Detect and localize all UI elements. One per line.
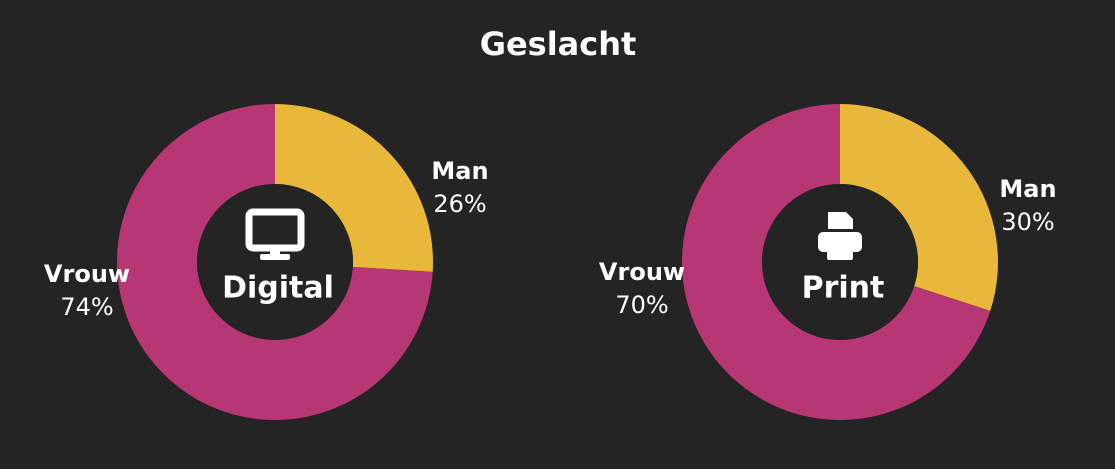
page-title: Geslacht [480,25,637,63]
slice-label: Man [431,157,488,185]
monitor-icon [245,208,305,260]
printer-paper [828,212,853,229]
donut-slice [682,104,991,420]
slice-label: Vrouw [44,260,130,288]
center-label: Digital [222,271,334,306]
donut-hole [197,184,353,340]
slice-value: 74% [60,293,113,321]
slice-value: 70% [615,291,668,319]
donut-hole [762,184,918,340]
donut-slice [117,104,433,420]
printer-icon [818,212,862,260]
monitor-base [260,254,290,260]
slice-value: 30% [1001,208,1054,236]
donut-slice [840,104,999,311]
center-label: Print [802,271,885,306]
monitor-stand [270,248,280,256]
printer-tray [827,246,853,260]
slice-value: 26% [433,190,486,218]
donut-slice [275,104,434,272]
slice-label: Vrouw [599,258,685,286]
slice-label: Man [999,175,1056,203]
